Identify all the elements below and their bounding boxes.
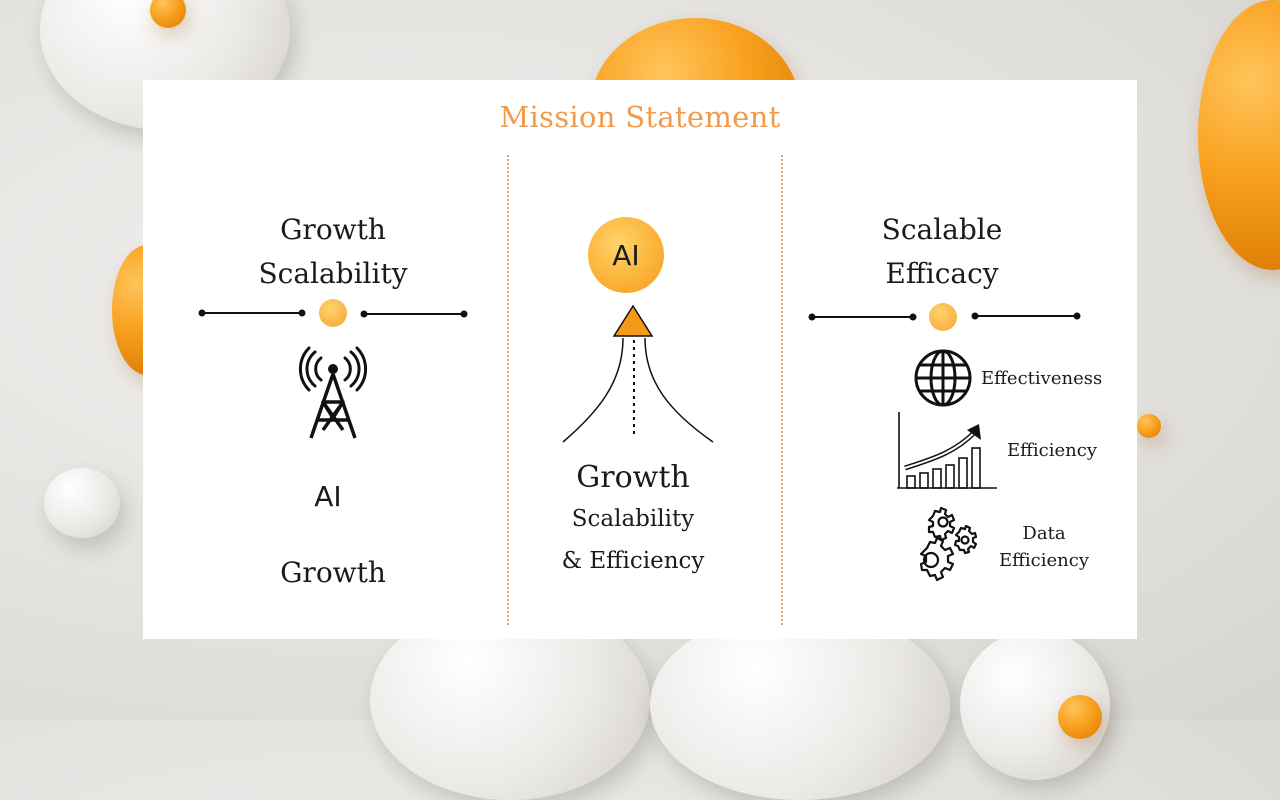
card-title: Mission Statement [499,100,781,134]
radio-tower-icon [298,346,368,439]
background-orange-sphere [1198,0,1280,270]
right-connector-line [808,312,1081,321]
background-orange-sphere [1058,695,1102,739]
effectiveness-label: Effectiveness [981,368,1103,389]
center-sub-line1: Scalability [571,506,695,532]
column-divider-right [781,155,783,625]
ai-circle-label: AI [612,238,640,272]
left-heading-line2: Scalability [258,257,408,290]
left-heading-line1: Growth [280,213,386,246]
right-heading-line2: Efficacy [885,257,999,290]
ai-circle: AI [588,217,664,293]
left-label-growth: Growth [280,556,386,589]
data-efficiency-label-line2: Efficiency [998,550,1090,571]
left-label-ai: AI [314,480,342,513]
left-connector-line [198,309,468,318]
gears-icon [919,506,978,582]
background-orange-sphere [150,0,186,28]
data-efficiency-label-line1: Data [1022,523,1066,544]
bar-chart-growth-icon [897,412,997,489]
efficiency-label: Efficiency [1007,440,1098,461]
upward-arrow-path-icon [562,304,714,443]
globe-icon [914,349,972,407]
center-sub-line2: & Efficiency [561,548,705,574]
left-connector-dot [319,299,347,327]
background-white-sphere [44,468,120,538]
background-orange-sphere [1137,414,1161,438]
mission-card: Mission Statement Growth Scalability [143,80,1137,639]
right-connector-dot [929,303,957,331]
right-heading-line1: Scalable [881,213,1003,246]
column-divider-left [507,155,509,625]
center-heading: Growth [576,460,690,495]
